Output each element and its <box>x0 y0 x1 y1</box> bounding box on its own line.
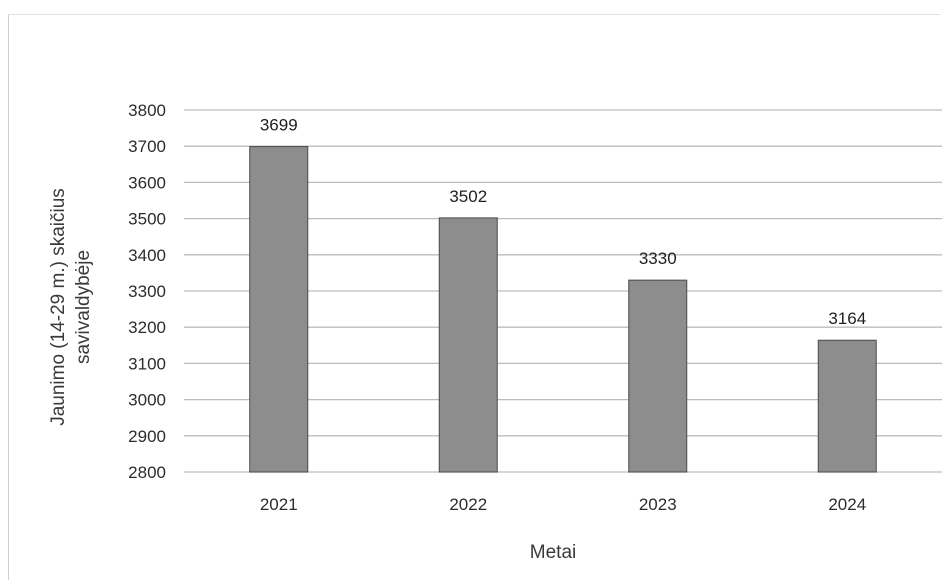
y-tick-label: 3400 <box>128 246 166 265</box>
bar-2022 <box>438 217 498 473</box>
y-tick-label: 3100 <box>128 354 166 373</box>
y-axis-title: Jaunimo (14-29 m.) skaičius savivaldybėje <box>48 188 94 426</box>
data-labels: 3699 3502 3330 3164 <box>260 116 866 329</box>
bar-2023 <box>628 279 688 473</box>
y-tick-label: 3200 <box>128 318 166 337</box>
y-tick-label: 3700 <box>128 137 166 156</box>
gridlines <box>184 109 942 473</box>
y-tick-label: 3600 <box>128 173 166 192</box>
bar-2021 <box>249 146 309 473</box>
y-tick-label: 2800 <box>128 463 166 482</box>
x-tick-label: 2021 <box>260 495 298 514</box>
bars <box>249 146 877 473</box>
data-label: 3699 <box>260 116 298 135</box>
x-axis-ticks: 2021 2022 2023 2024 <box>260 495 866 514</box>
x-axis-title: Metai <box>530 542 576 563</box>
y-tick-label: 3500 <box>128 210 166 229</box>
y-axis-title-line: Jaunimo (14-29 m.) skaičius <box>48 188 69 426</box>
x-tick-label: 2022 <box>449 495 487 514</box>
data-label: 3330 <box>639 249 677 268</box>
bar-2024 <box>817 339 877 473</box>
y-axis-title-line: savivaldybėje <box>73 250 94 364</box>
data-label: 3502 <box>449 187 487 206</box>
y-tick-label: 2900 <box>128 427 166 446</box>
data-label: 3164 <box>828 309 866 328</box>
y-tick-label: 3300 <box>128 282 166 301</box>
x-tick-label: 2023 <box>639 495 677 514</box>
y-axis-ticks: 2800 2900 3000 3100 3200 3300 3400 3500 3600 3700… <box>128 101 166 482</box>
x-tick-label: 2024 <box>828 495 866 514</box>
y-tick-label: 3800 <box>128 101 166 120</box>
y-tick-label: 3000 <box>128 391 166 410</box>
